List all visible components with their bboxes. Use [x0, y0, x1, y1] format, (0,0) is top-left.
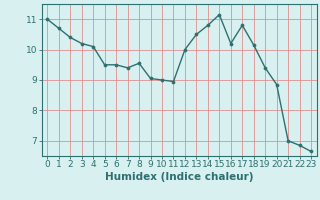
X-axis label: Humidex (Indice chaleur): Humidex (Indice chaleur) [105, 172, 253, 182]
